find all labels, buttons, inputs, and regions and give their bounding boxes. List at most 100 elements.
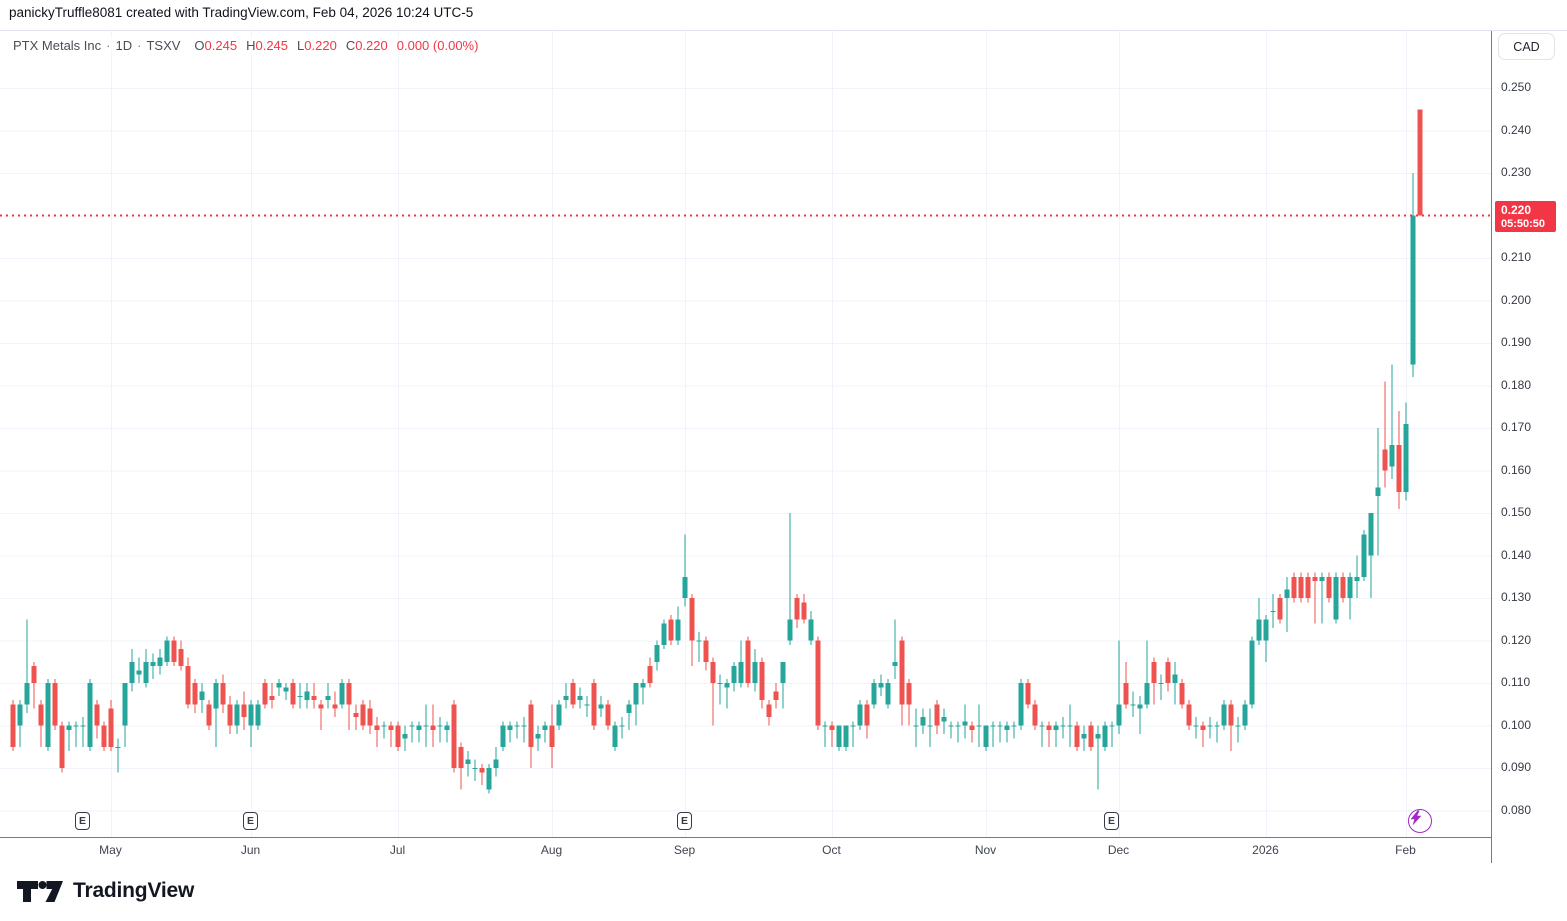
- candle-body[interactable]: [38, 704, 44, 726]
- legend-interval[interactable]: 1D: [115, 38, 133, 53]
- candle-body[interactable]: [234, 704, 240, 726]
- candle-body[interactable]: [983, 725, 989, 747]
- candle-body[interactable]: [913, 725, 919, 727]
- candle-body[interactable]: [297, 695, 303, 697]
- candle-body[interactable]: [479, 768, 485, 773]
- candle-body[interactable]: [311, 695, 317, 700]
- candle-body[interactable]: [1088, 725, 1094, 747]
- candle-body[interactable]: [1410, 215, 1416, 365]
- candle-body[interactable]: [521, 725, 527, 727]
- candle-body[interactable]: [486, 768, 492, 790]
- candle-body[interactable]: [1025, 683, 1031, 705]
- candle-body[interactable]: [598, 704, 604, 709]
- candle-body[interactable]: [668, 619, 674, 641]
- candle-body[interactable]: [906, 683, 912, 705]
- candle-body[interactable]: [605, 704, 611, 726]
- candle-body[interactable]: [927, 725, 933, 727]
- candle-body[interactable]: [283, 687, 289, 692]
- candle-body[interactable]: [1284, 589, 1290, 599]
- candle-body[interactable]: [199, 691, 205, 701]
- candle-body[interactable]: [766, 704, 772, 717]
- candle-body[interactable]: [892, 661, 898, 666]
- candle-body[interactable]: [409, 725, 415, 727]
- candle-body[interactable]: [451, 704, 457, 768]
- candle-body[interactable]: [472, 768, 478, 769]
- candle-body[interactable]: [1333, 576, 1339, 620]
- candle-body[interactable]: [1403, 423, 1409, 492]
- candle-body[interactable]: [52, 683, 58, 726]
- candle-body[interactable]: [1137, 704, 1143, 709]
- candle-body[interactable]: [1011, 725, 1017, 727]
- earnings-badge[interactable]: E: [1104, 812, 1119, 830]
- candle-body[interactable]: [1144, 683, 1150, 705]
- legend-symbol[interactable]: PTX Metals Inc: [13, 38, 102, 53]
- tradingview-logo[interactable]: TradingView: [16, 879, 194, 904]
- candle-body[interactable]: [1207, 725, 1213, 727]
- currency-button[interactable]: CAD: [1498, 33, 1555, 60]
- candle-body[interactable]: [150, 661, 156, 666]
- candle-body[interactable]: [1116, 704, 1122, 726]
- candle-body[interactable]: [1305, 576, 1311, 598]
- candle-body[interactable]: [850, 725, 856, 727]
- candle-body[interactable]: [794, 598, 800, 620]
- candle-body[interactable]: [717, 683, 723, 684]
- candle-body[interactable]: [395, 725, 401, 747]
- candle-body[interactable]: [129, 661, 135, 683]
- candle-body[interactable]: [171, 640, 177, 662]
- candle-body[interactable]: [374, 725, 380, 730]
- candle-body[interactable]: [192, 683, 198, 705]
- candle-body[interactable]: [1270, 610, 1276, 612]
- candle-body[interactable]: [1235, 725, 1241, 727]
- candle-body[interactable]: [857, 704, 863, 726]
- candle-body[interactable]: [549, 725, 555, 747]
- candle-body[interactable]: [1200, 725, 1206, 730]
- candle-body[interactable]: [633, 683, 639, 705]
- candle-body[interactable]: [920, 717, 926, 726]
- candle-body[interactable]: [94, 704, 100, 726]
- candle-body[interactable]: [1396, 445, 1402, 492]
- candle-body[interactable]: [752, 661, 758, 683]
- candle-body[interactable]: [1354, 576, 1360, 581]
- candle-body[interactable]: [675, 619, 681, 641]
- candle-body[interactable]: [255, 704, 261, 726]
- candle-body[interactable]: [1039, 725, 1045, 727]
- earnings-badge[interactable]: E: [677, 812, 692, 830]
- candle-body[interactable]: [500, 725, 506, 747]
- candle-body[interactable]: [1123, 683, 1129, 705]
- candle-body[interactable]: [724, 683, 730, 688]
- candle-body[interactable]: [885, 683, 891, 705]
- candle-body[interactable]: [612, 725, 618, 747]
- candle-body[interactable]: [465, 759, 471, 764]
- candle-body[interactable]: [1074, 725, 1080, 747]
- candle-body[interactable]: [206, 704, 212, 726]
- time-axis[interactable]: May Jun Jul Aug Sep Oct Nov Dec 2026 Feb: [0, 837, 1491, 863]
- candle-body[interactable]: [318, 704, 324, 709]
- candle-body[interactable]: [423, 725, 429, 727]
- candle-body[interactable]: [1249, 640, 1255, 705]
- candle-body[interactable]: [1340, 576, 1346, 598]
- candle-body[interactable]: [1375, 487, 1381, 497]
- candlestick-canvas[interactable]: [0, 31, 1491, 837]
- candle-body[interactable]: [563, 695, 569, 700]
- candle-body[interactable]: [528, 704, 534, 747]
- candle-body[interactable]: [780, 661, 786, 683]
- candle-body[interactable]: [619, 725, 625, 727]
- candle-body[interactable]: [787, 619, 793, 641]
- candle-body[interactable]: [367, 708, 373, 726]
- candle-body[interactable]: [458, 746, 464, 768]
- candle-body[interactable]: [773, 691, 779, 701]
- candle-body[interactable]: [164, 640, 170, 662]
- candle-body[interactable]: [941, 717, 947, 722]
- candle-body[interactable]: [136, 670, 142, 675]
- candle-body[interactable]: [325, 695, 331, 700]
- candle-body[interactable]: [1053, 725, 1059, 730]
- candle-body[interactable]: [332, 704, 338, 709]
- candle-body[interactable]: [1382, 449, 1388, 471]
- candle-body[interactable]: [1179, 683, 1185, 705]
- candle-body[interactable]: [1018, 683, 1024, 726]
- candle-body[interactable]: [640, 683, 646, 688]
- candle-body[interactable]: [1277, 598, 1283, 620]
- candle-body[interactable]: [213, 683, 219, 709]
- candle-body[interactable]: [514, 725, 520, 727]
- candle-body[interactable]: [101, 725, 107, 747]
